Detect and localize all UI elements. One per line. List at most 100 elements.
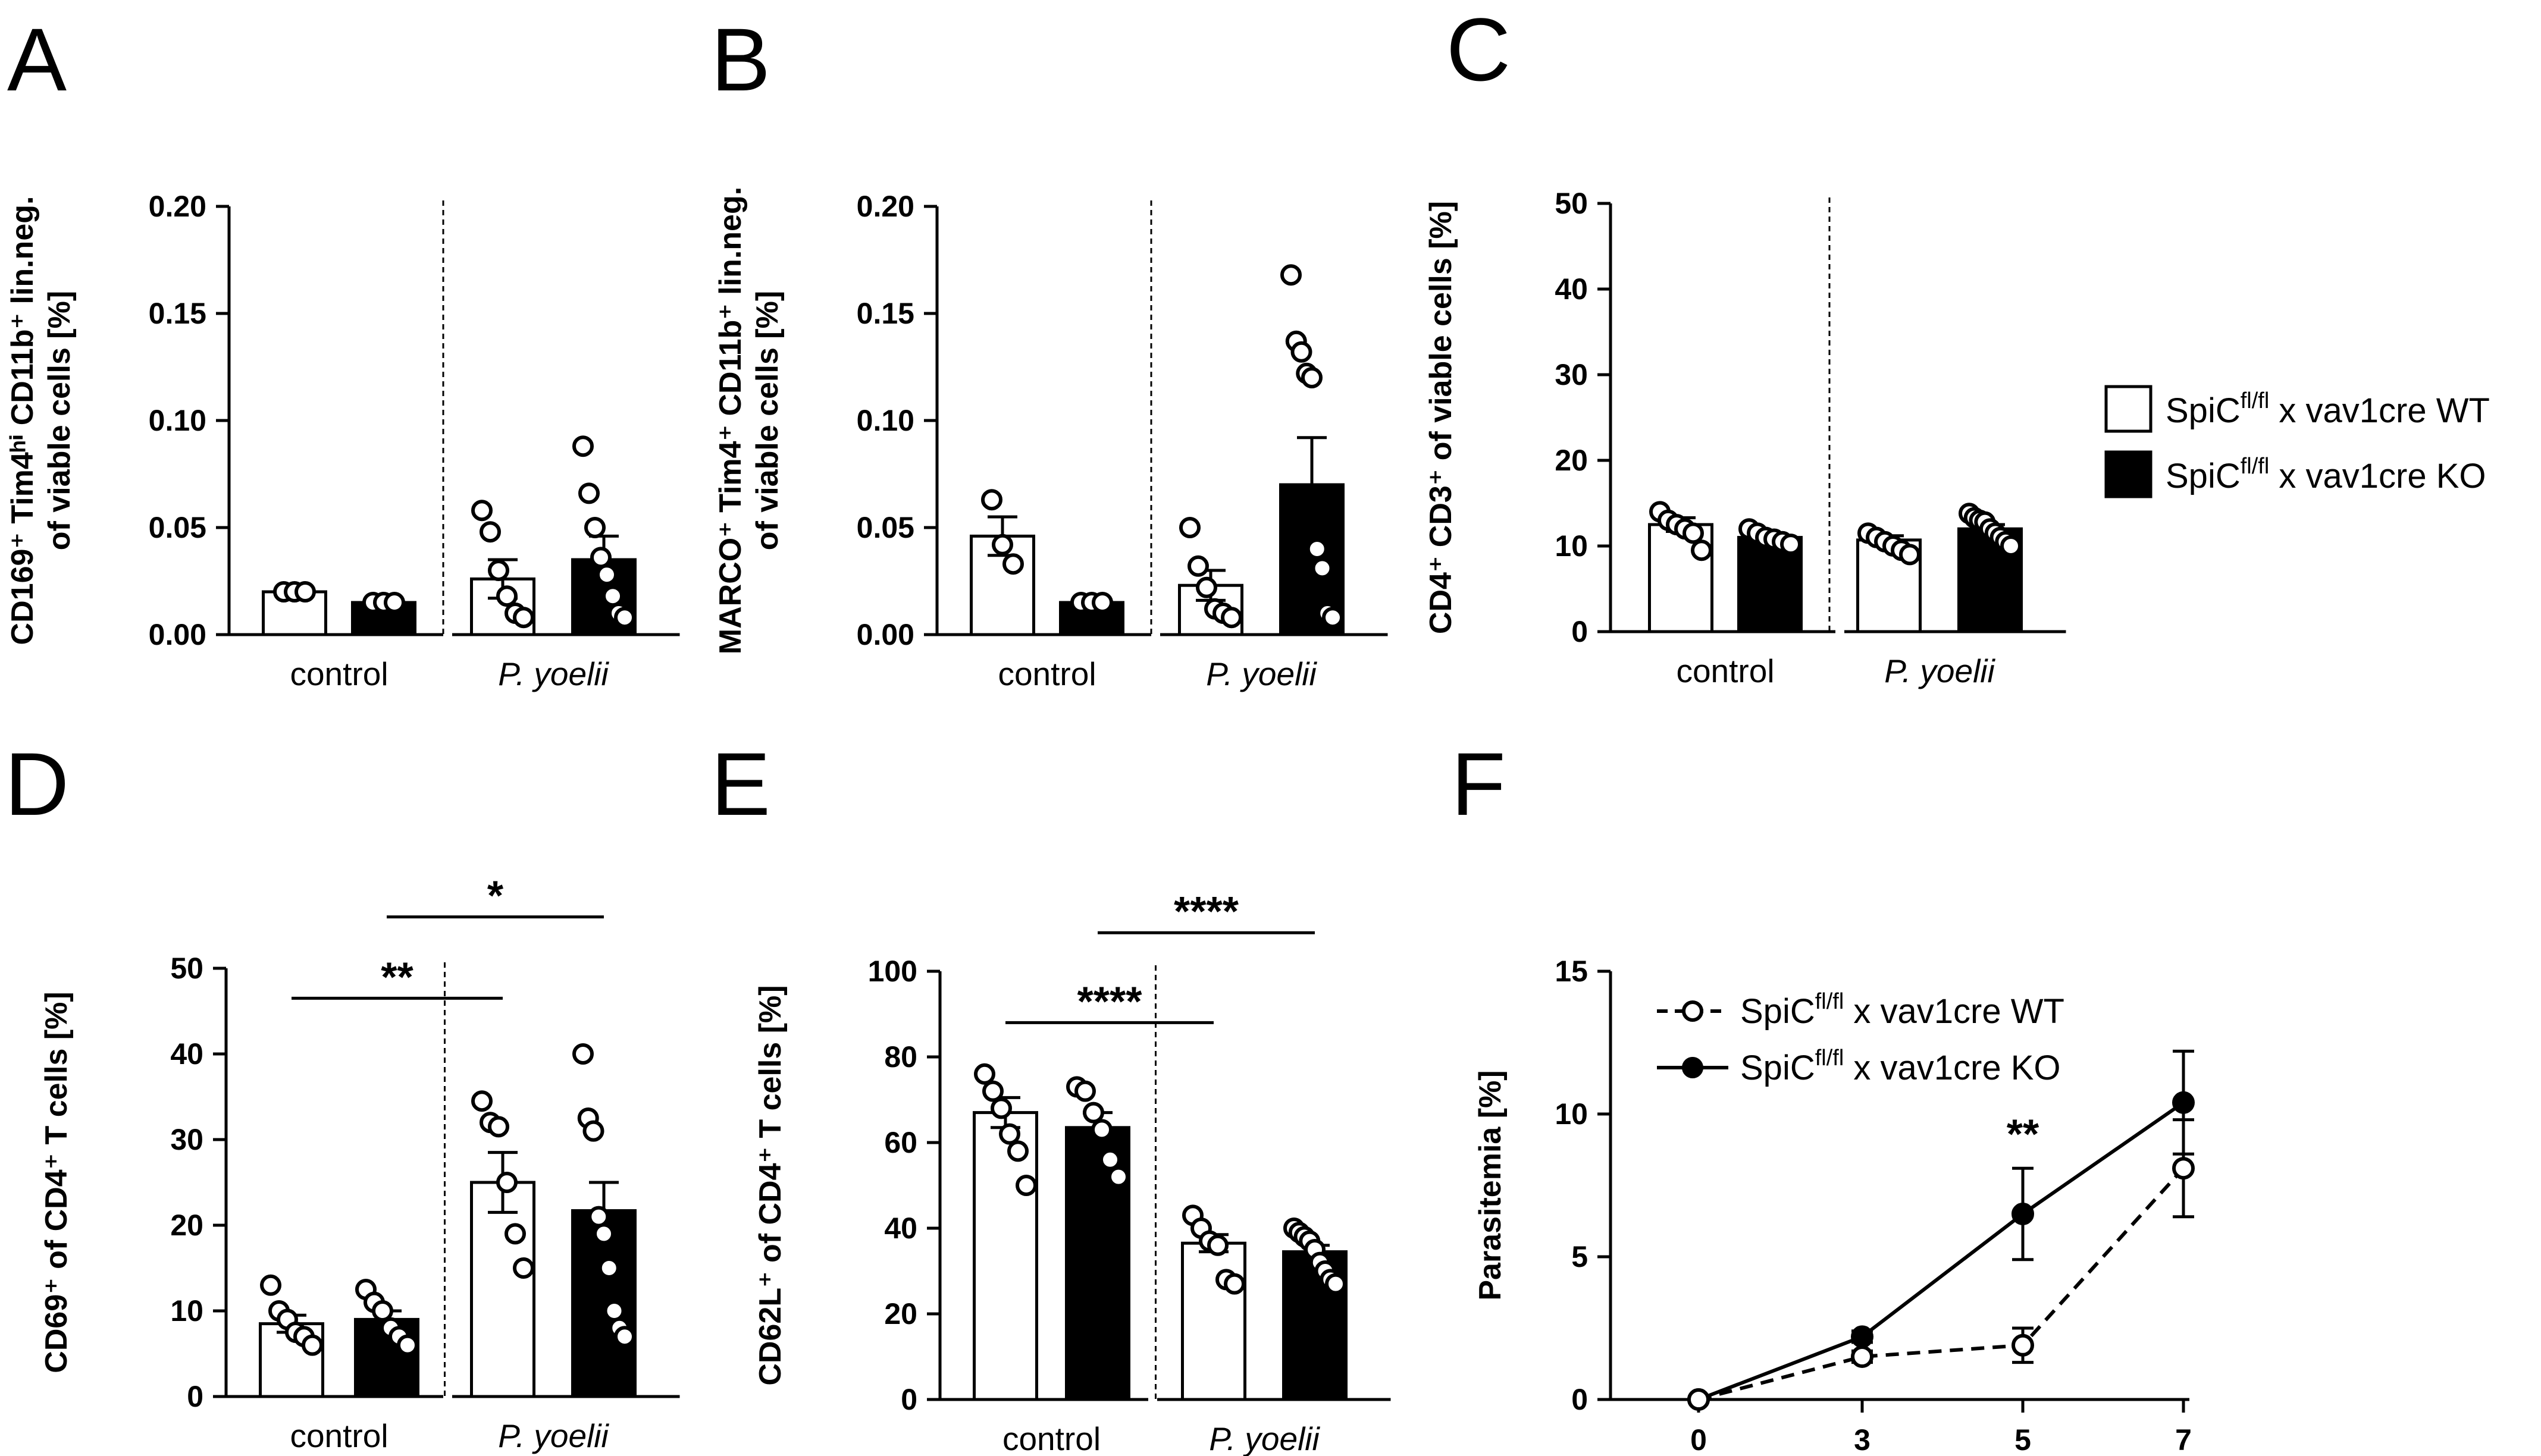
data-point-E xyxy=(1207,1234,1229,1256)
legend-swatch-wt xyxy=(2104,385,2153,433)
y-axis-label-line2-B: of viable cells [%] xyxy=(750,291,785,550)
data-point-E xyxy=(1007,1140,1029,1162)
data-point-F xyxy=(1687,1388,1710,1411)
data-point-F xyxy=(1851,1325,1873,1348)
data-point-A xyxy=(294,581,316,603)
y-tick-label-B: 0.05 xyxy=(857,511,914,544)
y-tick-label-F: 0 xyxy=(1571,1383,1588,1416)
data-point-C xyxy=(1691,539,1712,561)
data-point-E xyxy=(1108,1166,1129,1188)
data-point-A xyxy=(572,435,594,457)
panel-letter-B: B xyxy=(711,10,770,109)
group-label-control-B: control xyxy=(998,655,1096,692)
data-point-A xyxy=(578,482,600,504)
y-tick-label-E: 80 xyxy=(884,1040,917,1074)
data-point-B xyxy=(1002,553,1024,575)
y-tick-label-C: 40 xyxy=(1555,272,1588,306)
y-tick-label-A: 0.15 xyxy=(149,297,206,330)
bar-E xyxy=(973,1111,1038,1401)
data-point-E xyxy=(1091,1119,1113,1141)
bar-D xyxy=(470,1181,535,1398)
data-point-B xyxy=(1092,592,1113,613)
legend-label-ko: SpiCfl/fl x vav1cre KO xyxy=(2166,454,2486,495)
data-point-D xyxy=(513,1257,534,1279)
data-point-B xyxy=(1179,517,1201,538)
y-tick-label-B: 0.10 xyxy=(857,404,914,437)
y-axis-label-C: CD4⁺ CD3⁺ of viable cells [%] xyxy=(1424,201,1458,634)
significance-label-E: **** xyxy=(1174,888,1239,934)
y-axis-label-D: CD69⁺ of CD4⁺ T cells [%] xyxy=(39,991,74,1373)
y-tick-label-D: 10 xyxy=(170,1294,203,1328)
group-label-infected-B: P. yoelii xyxy=(1206,655,1317,692)
x-tick-label-F: 5 xyxy=(2014,1423,2031,1456)
significance-label-E: **** xyxy=(1077,978,1143,1024)
data-point-E xyxy=(1074,1080,1096,1102)
data-point-C xyxy=(1780,534,1801,556)
data-point-A xyxy=(513,607,534,629)
data-point-D xyxy=(397,1334,418,1356)
x-tick-label-F: 7 xyxy=(2175,1423,2192,1456)
data-point-D xyxy=(302,1334,323,1356)
data-point-E xyxy=(999,1123,1020,1145)
group-label-infected-C: P. yoelii xyxy=(1884,652,1995,689)
data-point-D xyxy=(496,1172,518,1193)
y-tick-label-C: 20 xyxy=(1555,444,1588,477)
data-point-C xyxy=(2000,535,2022,557)
group-label-infected-D: P. yoelii xyxy=(498,1417,609,1454)
legend-marker-F-wt xyxy=(1682,1000,1703,1022)
data-point-D xyxy=(614,1326,635,1348)
data-point-D xyxy=(505,1223,526,1245)
series-line-F xyxy=(1697,1101,2185,1401)
panel-letter-F: F xyxy=(1451,734,1506,834)
data-point-D xyxy=(593,1223,615,1245)
data-point-F xyxy=(2012,1203,2034,1225)
group-label-control-E: control xyxy=(1002,1420,1101,1456)
data-point-B xyxy=(1188,555,1209,577)
y-tick-label-B: 0.15 xyxy=(857,297,914,330)
panel-letter-A: A xyxy=(7,10,67,109)
y-tick-label-F: 15 xyxy=(1555,955,1588,988)
data-point-D xyxy=(598,1257,620,1279)
y-tick-label-D: 20 xyxy=(170,1209,203,1242)
y-tick-label-F: 5 xyxy=(1571,1240,1588,1273)
data-point-A xyxy=(471,500,493,522)
series-line-F xyxy=(1698,1167,2185,1401)
data-point-F xyxy=(2012,1333,2034,1357)
y-axis-label-line2-A: of viable cells [%] xyxy=(42,291,77,550)
data-point-D xyxy=(372,1300,393,1322)
y-tick-label-C: 50 xyxy=(1555,187,1588,220)
data-point-A xyxy=(384,592,405,613)
data-point-B xyxy=(1221,607,1242,629)
data-point-A xyxy=(496,585,518,607)
data-point-B xyxy=(1306,538,1328,560)
data-point-C xyxy=(1899,544,1920,566)
data-point-B xyxy=(1301,367,1323,388)
group-label-control-A: control xyxy=(290,655,388,692)
data-point-D xyxy=(588,1206,610,1228)
legend-swatch-ko xyxy=(2104,450,2153,498)
data-point-B xyxy=(981,489,1002,511)
data-point-D xyxy=(471,1090,493,1112)
legend-marker-F-ko xyxy=(1682,1057,1703,1078)
y-axis-label-F: Parasitemia [%] xyxy=(1473,1070,1508,1300)
panel-letter-E: E xyxy=(711,734,770,834)
data-point-E xyxy=(982,1080,1004,1102)
data-point-E xyxy=(1083,1102,1104,1124)
y-axis-label-line1-B: MARCO⁺ Tim4⁺ CD11b⁺ lin.neg. xyxy=(713,187,748,654)
y-axis-label-line1-A: CD169⁺ Tim4ʰⁱ CD11b⁺ lin.neg. xyxy=(5,196,40,645)
y-tick-label-A: 0.10 xyxy=(149,404,206,437)
y-tick-label-E: 60 xyxy=(884,1126,917,1159)
y-tick-label-E: 40 xyxy=(884,1212,917,1245)
data-point-A xyxy=(614,607,635,629)
y-tick-label-E: 0 xyxy=(901,1383,917,1416)
x-tick-label-F: 3 xyxy=(1854,1423,1870,1456)
data-point-E xyxy=(991,1097,1012,1119)
data-point-A xyxy=(488,560,509,581)
y-tick-label-B: 0.20 xyxy=(857,190,914,223)
legend-label-F-ko: SpiCfl/fl x vav1cre KO xyxy=(1740,1046,2061,1087)
group-label-control-C: control xyxy=(1676,652,1774,689)
data-point-D xyxy=(488,1116,509,1138)
data-point-A xyxy=(590,547,612,569)
data-point-B xyxy=(1196,576,1217,598)
y-tick-label-D: 0 xyxy=(187,1380,203,1413)
